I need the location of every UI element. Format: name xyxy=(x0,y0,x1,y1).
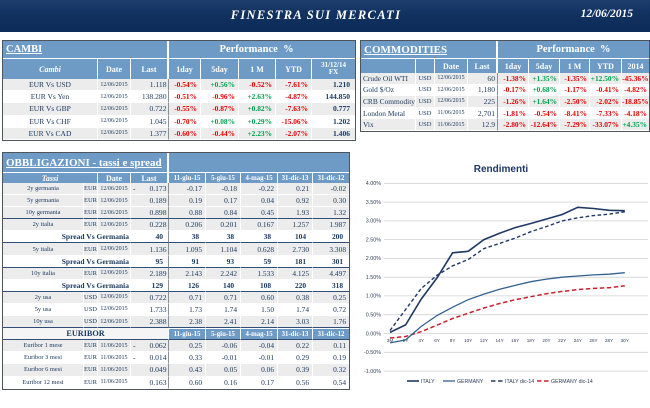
svg-text:3.00%: 3.00% xyxy=(366,219,381,225)
svg-text:4Y: 4Y xyxy=(418,338,424,343)
svg-text:28Y: 28Y xyxy=(605,338,613,343)
svg-text:3.50%: 3.50% xyxy=(366,200,381,206)
svg-text:30Y: 30Y xyxy=(621,338,629,343)
svg-text:1.50%: 1.50% xyxy=(366,275,381,281)
svg-text:26Y: 26Y xyxy=(589,338,597,343)
svg-text:1.00%: 1.00% xyxy=(366,294,381,300)
svg-text:14Y: 14Y xyxy=(496,338,504,343)
svg-text:Rendimenti: Rendimenti xyxy=(474,164,529,175)
svg-text:GERMANY dic-14: GERMANY dic-14 xyxy=(551,379,593,385)
svg-text:24Y: 24Y xyxy=(574,338,582,343)
svg-text:GERMANY: GERMANY xyxy=(457,379,484,385)
svg-text:-0.50%: -0.50% xyxy=(364,350,381,356)
svg-text:16Y: 16Y xyxy=(511,338,519,343)
svg-text:0.50%: 0.50% xyxy=(366,313,381,319)
svg-text:20Y: 20Y xyxy=(542,338,550,343)
svg-text:6Y: 6Y xyxy=(434,338,440,343)
svg-text:18Y: 18Y xyxy=(527,338,535,343)
svg-text:2.00%: 2.00% xyxy=(366,256,381,262)
svg-text:4.00%: 4.00% xyxy=(366,181,381,187)
svg-text:8Y: 8Y xyxy=(450,338,456,343)
svg-text:0.00%: 0.00% xyxy=(366,331,381,337)
svg-text:ITALY: ITALY xyxy=(421,379,435,385)
svg-text:2.50%: 2.50% xyxy=(366,237,381,243)
svg-text:10Y: 10Y xyxy=(464,338,472,343)
svg-text:22Y: 22Y xyxy=(558,338,566,343)
svg-text:-1.00%: -1.00% xyxy=(364,369,381,375)
svg-text:12Y: 12Y xyxy=(480,338,488,343)
svg-text:3M: 3M xyxy=(387,338,394,343)
svg-text:ITALY dic-14: ITALY dic-14 xyxy=(505,379,534,385)
